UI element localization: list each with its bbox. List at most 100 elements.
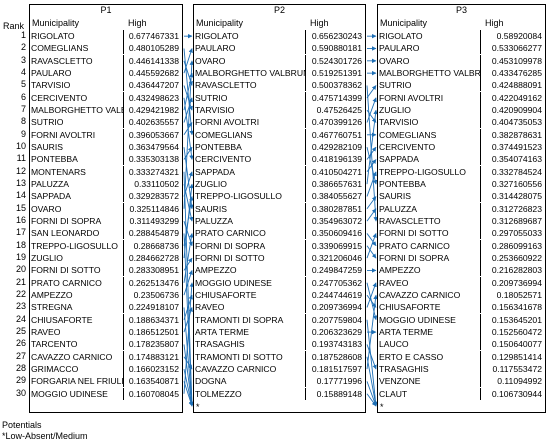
p1-p2-arrow <box>183 344 194 407</box>
high-value-cell: 0.396053667 <box>123 128 183 141</box>
municipality-cell: RAVEO <box>195 302 225 313</box>
municipality-header: Municipality <box>32 18 80 28</box>
p2-p3-arrow <box>366 208 377 222</box>
footnote-title: Potentials <box>2 420 42 430</box>
municipality-cell: COMEGLIANS <box>31 43 89 54</box>
high-value-cell: 0.402635557 <box>123 116 183 129</box>
municipality-cell: TARCENTO <box>31 339 78 350</box>
high-value-cell: 0.23506736 <box>123 288 183 301</box>
municipality-cell: SAN LEONARDO <box>31 228 100 239</box>
high-value-cell: 0.283308951 <box>123 264 183 277</box>
municipality-cell: LAUCO <box>379 339 409 350</box>
high-value-cell: 0.247705362 <box>305 276 366 289</box>
high-value-cell: 0.17771996 <box>305 375 366 388</box>
p2-p3-arrow <box>366 171 377 197</box>
municipality-cell: CAVAZZO CARNICO <box>31 351 113 362</box>
municipality-cell: SAURIS <box>31 141 63 152</box>
municipality-cell: TRAMONTI DI SOPRA <box>195 314 284 325</box>
high-value-cell: 0.297055033 <box>480 227 546 240</box>
high-value-cell: 0.429282109 <box>305 140 366 153</box>
high-value-cell: 0.166023152 <box>123 362 183 375</box>
high-value-cell: 0.262513476 <box>123 276 183 289</box>
municipality-cell: SAPPADA <box>379 154 419 165</box>
p2-p3-arrow <box>366 233 377 259</box>
municipality-cell: ERTO E CASSO <box>379 351 444 362</box>
high-value-cell: 0.500378362 <box>305 79 366 92</box>
rank-number: 10 <box>15 140 26 151</box>
p1-p2-arrow <box>183 356 193 370</box>
panel-p3: P3 Municipality High RIGOLATO 0.58920084 PAUL… <box>377 4 546 413</box>
high-value-cell: 0.150640077 <box>480 338 546 351</box>
municipality-cell: PAULARO <box>31 67 72 78</box>
high-value-cell: 0.475714399 <box>305 91 366 104</box>
high-value-cell: 0.386657631 <box>305 177 366 190</box>
high-value-cell: 0.117553472 <box>480 362 546 375</box>
municipality-cell: TRAMONTI DI SOTTO <box>195 351 283 362</box>
municipality-cell: CHIUSAFORTE <box>195 289 257 300</box>
high-value-cell: 0.163540871 <box>123 375 183 388</box>
p2-p3-arrow <box>366 245 377 259</box>
high-value-cell: 0.209736994 <box>480 276 546 289</box>
rank-number: 18 <box>15 239 26 250</box>
high-value-cell: 0.424888091 <box>480 79 546 92</box>
high-header: High <box>310 18 329 28</box>
panel-title: P2 <box>273 5 285 15</box>
municipality-cell: MALBORGHETTO VALBRUNA <box>379 67 480 78</box>
municipality-cell: SUTRIO <box>379 80 412 91</box>
p2-p3-arrow <box>366 294 378 370</box>
high-value-cell: 0.404735053 <box>480 116 546 129</box>
p1-p2-arrow <box>183 146 193 160</box>
high-value-cell: 0.519251391 <box>305 66 366 79</box>
rank-header: Rank <box>3 21 25 31</box>
high-value-cell: 0.325114846 <box>123 202 183 215</box>
high-value-cell: 0.354074163 <box>480 153 546 166</box>
rank-number: 11 <box>16 153 26 164</box>
municipality-cell: ZUGLIO <box>31 252 63 263</box>
municipality-cell: SUTRIO <box>195 92 228 103</box>
high-value-cell: 0.332784524 <box>480 165 546 178</box>
dropout-star: * <box>196 402 200 412</box>
municipality-cell: RIGOLATO <box>379 31 423 41</box>
high-value-cell: 0.58920084 <box>480 30 546 42</box>
high-value-cell: 0.312726823 <box>480 202 546 215</box>
municipality-cell: DOGNA <box>195 376 227 387</box>
rank-number: 4 <box>20 66 26 77</box>
rank-number: 14 <box>15 190 26 201</box>
rank-number: 6 <box>20 91 26 102</box>
rank-number: 2 <box>20 42 26 53</box>
high-value-cell: 0.187528608 <box>305 350 366 363</box>
municipality-cell: PONTEBBA <box>31 154 78 165</box>
municipality-cell: RAVASCLETTO <box>31 55 93 66</box>
p2-p3-arrow <box>366 97 377 123</box>
p2-p3-arrow <box>366 146 377 160</box>
p1-p2-arrow <box>183 60 195 209</box>
municipality-cell: PALUZZA <box>31 178 70 189</box>
rank-number: 7 <box>20 103 26 114</box>
dropout-star: * <box>380 402 384 412</box>
panel-title: P3 <box>455 5 467 15</box>
municipality-cell: TRASAGHIS <box>379 363 429 374</box>
municipality-cell: PAULARO <box>379 43 420 54</box>
high-value-cell: 0.33110502 <box>123 177 183 190</box>
rank-number: 13 <box>15 177 26 188</box>
municipality-cell: ZUGLIO <box>379 104 411 115</box>
rank-number: 29 <box>15 375 26 386</box>
rank-number: 28 <box>15 362 26 373</box>
high-value-cell: 0.677467331 <box>123 30 183 42</box>
municipality-cell: MOGGIO UDINESE <box>31 388 108 399</box>
high-value-cell: 0.354963072 <box>305 214 366 227</box>
p1-p2-arrow <box>183 282 194 394</box>
high-value-cell: 0.314428075 <box>480 190 546 203</box>
high-value-cell: 0.207759804 <box>305 313 366 326</box>
high-value-cell: 0.380287851 <box>305 202 366 215</box>
municipality-cell: STREGNA <box>31 302 73 313</box>
high-value-cell: 0.129851414 <box>480 350 546 363</box>
high-value-cell: 0.363479564 <box>123 140 183 153</box>
high-value-cell: 0.467760751 <box>305 128 366 141</box>
high-value-cell: 0.327160556 <box>480 177 546 190</box>
municipality-cell: FORGARIA NEL FRIULI <box>31 376 123 387</box>
rank-number: 21 <box>15 276 26 287</box>
municipality-cell: TREPPO-LIGOSULLO <box>31 240 118 251</box>
municipality-cell: VENZONE <box>379 376 421 387</box>
